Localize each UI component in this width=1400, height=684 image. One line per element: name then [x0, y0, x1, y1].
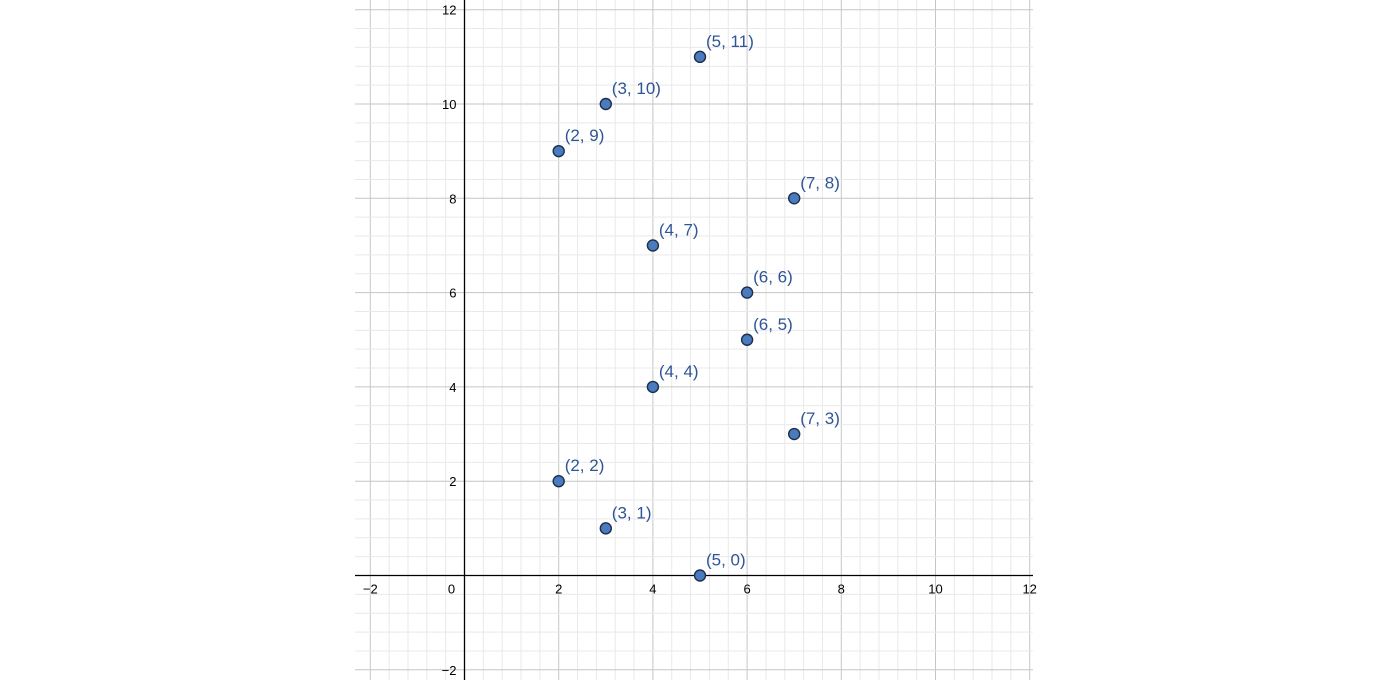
point-label: (7, 8) [800, 173, 840, 192]
point-label: (4, 7) [659, 220, 699, 239]
data-point [740, 286, 754, 299]
point-label: (6, 5) [753, 315, 793, 334]
data-point [552, 475, 565, 488]
y-tick-label: 6 [449, 286, 456, 301]
data-point [646, 380, 660, 394]
data-point [552, 144, 565, 158]
data-point [788, 427, 801, 441]
x-tick-label: −2 [363, 582, 378, 597]
data-point [740, 333, 754, 346]
y-tick-label: 8 [449, 191, 456, 206]
point-label: (5, 0) [706, 551, 746, 570]
x-tick-label: 2 [555, 582, 562, 597]
point-label: (4, 4) [659, 362, 699, 381]
y-tick-label: 4 [449, 380, 456, 395]
x-tick-label: 6 [743, 582, 750, 597]
x-tick-label: 4 [649, 582, 656, 597]
x-tick-label: 0 [448, 582, 455, 597]
data-point [599, 522, 612, 535]
data-point [788, 192, 801, 205]
grid [355, 0, 1033, 680]
y-tick-label: 2 [449, 474, 456, 489]
data-points: (5, 11) (3, 10) (2, 9) (7, 8) (4, 7) (6, 6) (6… [552, 32, 840, 582]
point-label: (3, 1) [612, 503, 652, 522]
tick-labels: −2 0 2 4 6 8 10 12 −2 2 4 6 8 10 12 [363, 3, 1037, 678]
data-point [693, 50, 707, 64]
point-label: (3, 10) [612, 79, 661, 98]
data-point [599, 97, 612, 111]
y-tick-label: −2 [442, 663, 457, 678]
axes [355, 0, 1033, 680]
x-tick-label: 12 [1022, 582, 1036, 597]
y-tick-label: 10 [442, 97, 456, 112]
data-point [693, 569, 707, 582]
data-point [646, 239, 660, 252]
point-label: (5, 11) [706, 32, 754, 51]
x-tick-label: 10 [928, 582, 942, 597]
x-tick-label: 8 [838, 582, 845, 597]
point-label: (6, 6) [753, 268, 793, 287]
point-label: (7, 3) [800, 409, 840, 428]
point-label: (2, 9) [565, 126, 605, 145]
point-label: (2, 2) [565, 456, 605, 475]
y-tick-label: 12 [442, 3, 456, 18]
